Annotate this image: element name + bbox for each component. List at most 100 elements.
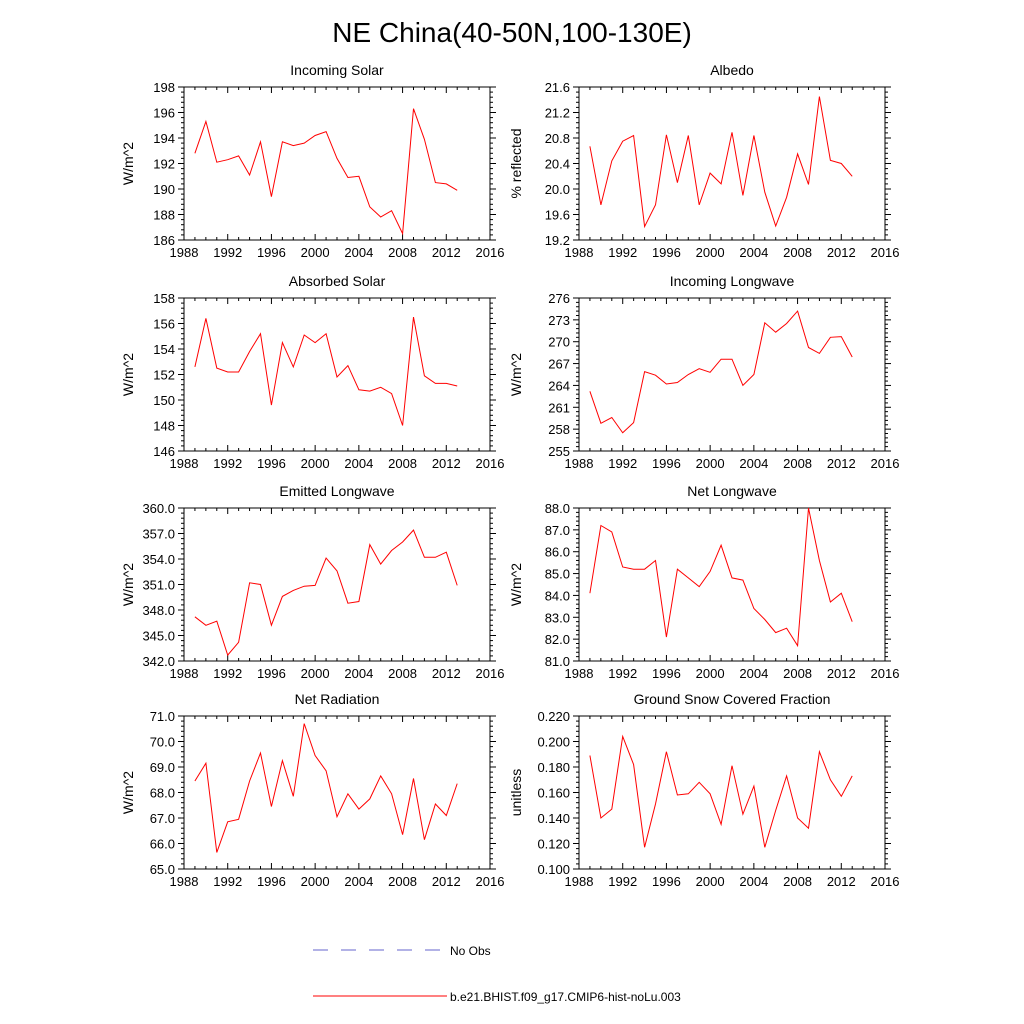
panel-incoming-solar-xtick-label: 1996	[257, 245, 286, 260]
panel-incoming-longwave-title: Incoming Longwave	[670, 273, 795, 289]
panel-net-longwave-xtick-label: 1988	[565, 666, 594, 681]
panel-incoming-longwave-ytick-label: 276	[548, 291, 570, 306]
panel-absorbed-solar-xtick-label: 2016	[476, 456, 505, 471]
panel-net-longwave-xtick-label: 1996	[652, 666, 681, 681]
panel-net-longwave-xtick-label: 2004	[739, 666, 768, 681]
panel-emitted-longwave-ytick-label: 357.0	[142, 527, 175, 542]
panel-albedo-xtick-label: 2000	[696, 245, 725, 260]
panel-net-longwave-ytick-label: 86.0	[545, 545, 570, 560]
panel-net-radiation: 1988 1992 1996 2000 2004 2008 2012 2016 65.0 66.0…	[120, 691, 504, 889]
panel-ground-snow-covered-fraction-xtick-label: 2000	[696, 874, 725, 889]
panel-net-radiation-ytick-label: 65.0	[150, 862, 175, 877]
panel-incoming-solar-xtick-label: 2012	[432, 245, 461, 260]
panel-incoming-longwave-ytick-label: 267	[548, 357, 570, 372]
panel-ground-snow-covered-fraction-xtick-label: 1996	[652, 874, 681, 889]
panel-incoming-solar-ylabel: W/m^2	[120, 142, 136, 185]
panel-absorbed-solar-xtick-label: 2004	[344, 456, 373, 471]
panel-absorbed-solar-ytick-label: 148	[153, 419, 175, 434]
panel-incoming-solar-title: Incoming Solar	[290, 62, 384, 78]
panel-net-longwave-xtick-label: 1992	[608, 666, 637, 681]
panel-incoming-solar-ytick-label: 188	[153, 208, 175, 223]
panel-ground-snow-covered-fraction-title: Ground Snow Covered Fraction	[634, 691, 831, 707]
panel-albedo-frame	[578, 86, 886, 241]
panel-incoming-longwave-ytick-label: 258	[548, 422, 570, 437]
panel-incoming-solar-xtick-label: 2016	[476, 245, 505, 260]
panel-absorbed-solar-frame	[183, 297, 491, 452]
panel-net-longwave-ylabel: W/m^2	[508, 563, 524, 606]
panel-absorbed-solar-xtick-label: 2000	[301, 456, 330, 471]
panel-net-radiation-model-line	[194, 723, 458, 853]
panel-absorbed-solar-ytick-label: 154	[153, 342, 175, 357]
panel-incoming-longwave-xtick-label: 2008	[783, 456, 812, 471]
panel-ground-snow-covered-fraction-ytick-label: 0.120	[537, 837, 570, 852]
panel-albedo-xtick-label: 1996	[652, 245, 681, 260]
panel-absorbed-solar-ytick-label: 156	[153, 317, 175, 332]
panel-albedo-xtick-label: 2008	[783, 245, 812, 260]
panel-emitted-longwave: 1988 1992 1996 2000 2004 2008 2012 2016 342.0 345…	[120, 483, 504, 681]
panel-ground-snow-covered-fraction-xtick-label: 2016	[871, 874, 900, 889]
panel-incoming-longwave-ytick-label: 270	[548, 335, 570, 350]
panel-net-radiation-frame	[183, 715, 491, 870]
panel-ground-snow-covered-fraction-ytick-label: 0.100	[537, 862, 570, 877]
panel-incoming-solar-ytick-label: 190	[153, 182, 175, 197]
panel-albedo-ytick-label: 21.2	[545, 106, 570, 121]
panel-ground-snow-covered-fraction-xtick-label: 1988	[565, 874, 594, 889]
panel-ground-snow-covered-fraction-ytick-label: 0.160	[537, 786, 570, 801]
panel-net-longwave-xtick-label: 2008	[783, 666, 812, 681]
panel-incoming-solar-ytick-label: 196	[153, 106, 175, 121]
panel-net-radiation-ylabel: W/m^2	[120, 771, 136, 814]
panel-emitted-longwave-ytick-label: 342.0	[142, 654, 175, 669]
panel-absorbed-solar-ytick-label: 150	[153, 393, 175, 408]
figure-title: NE China(40-50N,100-130E)	[332, 17, 692, 48]
panel-albedo-xtick-label: 1988	[565, 245, 594, 260]
panel-incoming-longwave-xtick-label: 1996	[652, 456, 681, 471]
panel-albedo-ytick-label: 20.4	[545, 157, 570, 172]
panel-absorbed-solar-xtick-label: 1996	[257, 456, 286, 471]
panel-albedo-ytick-label: 19.2	[545, 233, 570, 248]
panel-incoming-solar-xtick-label: 2000	[301, 245, 330, 260]
panel-incoming-solar-model-line	[194, 108, 458, 236]
panel-emitted-longwave-xtick-label: 2012	[432, 666, 461, 681]
panel-emitted-longwave-xtick-label: 2008	[388, 666, 417, 681]
panel-incoming-solar-xtick-label: 2008	[388, 245, 417, 260]
panel-incoming-longwave-ytick-label: 273	[548, 313, 570, 328]
panel-net-longwave-ytick-label: 84.0	[545, 588, 570, 603]
panel-emitted-longwave-title: Emitted Longwave	[279, 483, 394, 499]
panel-net-radiation-xtick-label: 1988	[170, 874, 199, 889]
panel-net-longwave-frame	[578, 507, 886, 662]
panel-incoming-longwave-frame	[578, 297, 886, 452]
panel-ground-snow-covered-fraction-xtick-label: 1992	[608, 874, 637, 889]
panel-emitted-longwave-ytick-label: 360.0	[142, 501, 175, 516]
panel-absorbed-solar-xtick-label: 1988	[170, 456, 199, 471]
panel-net-radiation-xtick-label: 2004	[344, 874, 373, 889]
panel-emitted-longwave-xtick-label: 1996	[257, 666, 286, 681]
panel-incoming-longwave-ytick-label: 264	[548, 378, 570, 393]
panel-net-radiation-ytick-label: 68.0	[150, 786, 175, 801]
panel-incoming-longwave-ytick-label: 255	[548, 444, 570, 459]
panel-incoming-longwave: 1988 1992 1996 2000 2004 2008 2012 2016 255 258 26…	[508, 273, 899, 471]
panel-incoming-longwave-ytick-label: 261	[548, 400, 570, 415]
panel-emitted-longwave-xtick-label: 1988	[170, 666, 199, 681]
panel-net-radiation-xtick-label: 2000	[301, 874, 330, 889]
panel-incoming-solar: 1988 1992 1996 2000 2004 2008 2012 2016 186 188 19…	[120, 62, 504, 260]
panel-incoming-solar-xtick-label: 1988	[170, 245, 199, 260]
panel-ground-snow-covered-fraction-xtick-label: 2012	[827, 874, 856, 889]
panel-absorbed-solar-xtick-label: 1992	[213, 456, 242, 471]
panel-grid: 1988 1992 1996 2000 2004 2008 2012 2016 186 188 19…	[120, 62, 899, 889]
panel-net-longwave-xtick-label: 2012	[827, 666, 856, 681]
panel-ground-snow-covered-fraction-ytick-label: 0.200	[537, 735, 570, 750]
panel-net-radiation-ytick-label: 71.0	[150, 709, 175, 724]
panel-ground-snow-covered-fraction-ylabel: unitless	[508, 769, 524, 816]
panel-emitted-longwave-xtick-label: 1992	[213, 666, 242, 681]
panel-incoming-longwave-xtick-label: 1992	[608, 456, 637, 471]
panel-net-radiation-ytick-label: 70.0	[150, 735, 175, 750]
panel-incoming-longwave-ylabel: W/m^2	[508, 353, 524, 396]
panel-net-radiation-xtick-label: 1996	[257, 874, 286, 889]
panel-albedo-ytick-label: 19.6	[545, 208, 570, 223]
panel-net-longwave-ytick-label: 85.0	[545, 567, 570, 582]
panel-net-longwave-xtick-label: 2000	[696, 666, 725, 681]
panel-net-radiation-ytick-label: 67.0	[150, 811, 175, 826]
panel-incoming-longwave-xtick-label: 2012	[827, 456, 856, 471]
panel-incoming-longwave-model-line	[589, 310, 853, 434]
